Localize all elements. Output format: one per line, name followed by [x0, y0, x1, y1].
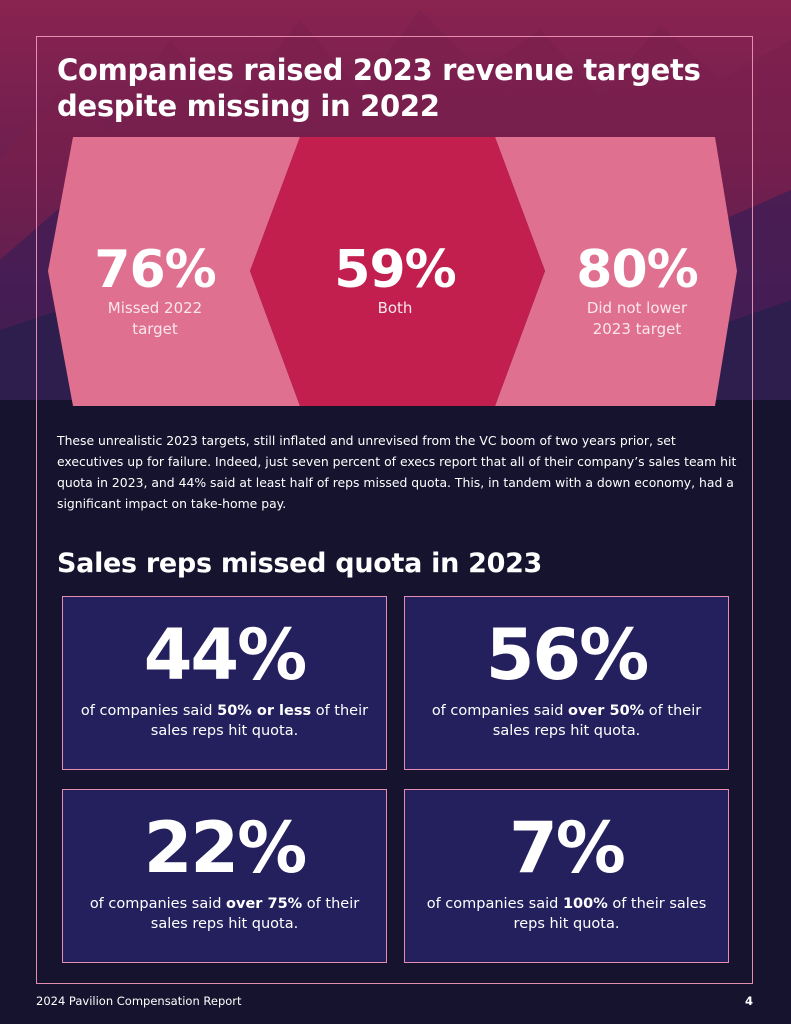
stat-card-44: 44% of companies said 50% or less of the…	[62, 596, 387, 770]
stat-label-line2: target	[132, 320, 178, 338]
card-description: of companies said 50% or less of their s…	[80, 703, 369, 739]
section-title: Sales reps missed quota in 2023	[57, 548, 543, 579]
card-emphasis: over 75%	[226, 896, 303, 912]
stat-label-line1: Both	[377, 299, 413, 317]
stat-missed-2022: 76% Missed 2022 target	[70, 242, 240, 340]
stat-did-not-lower: 80% Did not lower 2023 target	[552, 242, 722, 340]
card-value: 56%	[485, 614, 650, 696]
stat-card-22: 22% of companies said over 75% of their …	[62, 789, 387, 963]
card-emphasis: over 50%	[568, 703, 645, 719]
chevron-stat-band	[48, 137, 737, 406]
stat-both: 59% Both	[310, 242, 480, 319]
body-paragraph: These unrealistic 2023 targets, still in…	[57, 433, 737, 511]
stat-value: 80%	[576, 240, 698, 300]
stat-value: 76%	[94, 240, 216, 300]
chevron-missed-2022	[48, 137, 300, 406]
stat-card-56: 56% of companies said over 50% of their …	[404, 596, 729, 770]
card-description: of companies said over 50% of their sale…	[431, 703, 702, 739]
card-description: of companies said over 75% of their sale…	[89, 896, 360, 932]
card-description: of companies said 100% of their sales re…	[426, 896, 707, 932]
stat-card-7: 7% of companies said 100% of their sales…	[404, 789, 729, 963]
stat-value: 59%	[334, 240, 456, 300]
stat-label-line2: 2023 target	[592, 320, 682, 338]
page-title: Companies raised 2023 revenue targets de…	[57, 53, 701, 123]
chevron-both	[250, 137, 545, 406]
footer-report-name: 2024 Pavilion Compensation Report	[36, 994, 242, 1008]
stat-label-line1: Missed 2022	[107, 299, 203, 317]
page-frame	[36, 36, 753, 984]
chevron-did-not-lower	[495, 137, 737, 406]
stat-label-line1: Did not lower	[586, 299, 688, 317]
card-value: 44%	[143, 614, 308, 696]
card-emphasis: 100%	[562, 896, 608, 912]
card-value: 22%	[143, 807, 308, 889]
card-emphasis: 50% or less	[217, 703, 312, 719]
card-value: 7%	[509, 807, 626, 889]
footer-page-number: 4	[744, 994, 753, 1008]
